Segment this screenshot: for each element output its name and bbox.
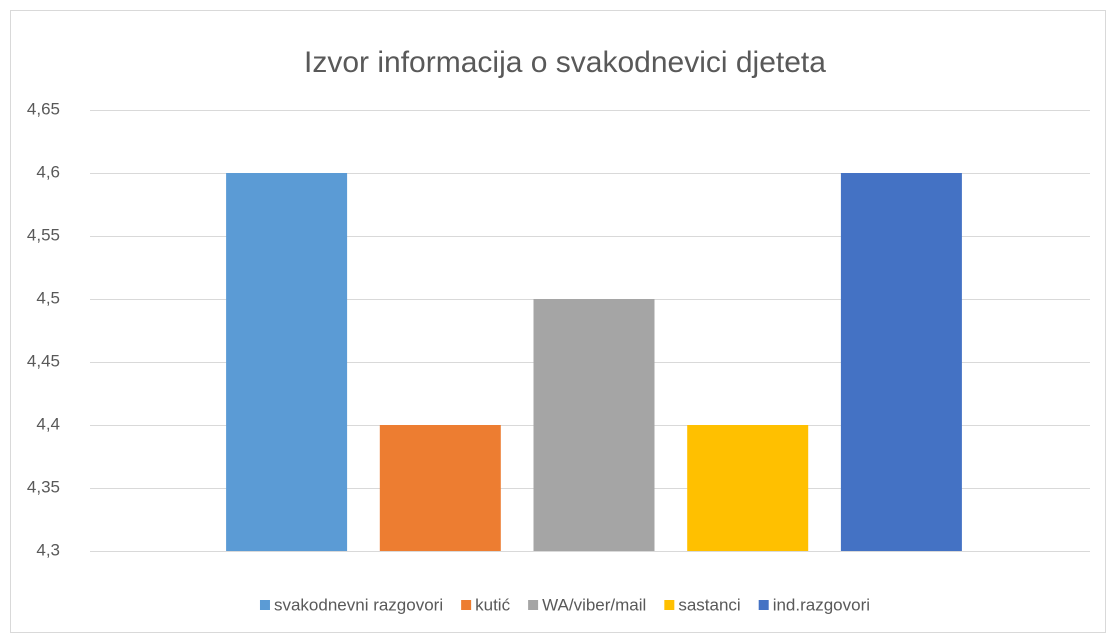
- bar: [840, 173, 962, 551]
- y-tick-label: 4,35: [27, 477, 60, 496]
- legend-swatch: [259, 600, 270, 610]
- y-tick-label: 4,65: [27, 99, 60, 118]
- bar: [687, 425, 809, 551]
- legend-swatch: [664, 600, 675, 610]
- bar: [226, 173, 348, 551]
- legend-swatch: [461, 600, 472, 610]
- y-tick-label: 4,5: [36, 288, 60, 307]
- bar: [533, 299, 655, 551]
- y-tick-label: 4,6: [36, 162, 60, 181]
- bar: [379, 425, 501, 551]
- legend-label: svakodnevni razgovori: [274, 595, 443, 614]
- legend-swatch: [758, 600, 769, 610]
- legend-swatch: [528, 600, 539, 610]
- y-tick-label: 4,55: [27, 225, 60, 244]
- chart-title: Izvor informacija o svakodnevici djeteta: [304, 46, 826, 79]
- legend-label: kutić: [475, 595, 510, 614]
- y-tick-label: 4,45: [27, 351, 60, 370]
- legend-label: WA/viber/mail: [542, 595, 646, 614]
- y-tick-label: 4,3: [36, 540, 60, 559]
- y-tick-label: 4,4: [36, 414, 60, 433]
- legend-label: sastanci: [678, 595, 740, 614]
- legend-label: ind.razgovori: [773, 595, 870, 614]
